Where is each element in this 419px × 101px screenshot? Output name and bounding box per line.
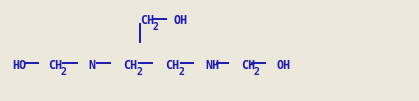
Text: 2: 2 xyxy=(61,67,67,77)
Text: CH: CH xyxy=(166,59,180,72)
Text: N: N xyxy=(88,59,95,72)
Text: 2: 2 xyxy=(253,67,259,77)
Text: NH: NH xyxy=(205,59,220,72)
Text: HO: HO xyxy=(13,59,27,72)
Text: OH: OH xyxy=(174,14,188,27)
Text: 2: 2 xyxy=(178,67,184,77)
Text: CH: CH xyxy=(140,14,155,27)
Text: CH: CH xyxy=(124,59,138,72)
Text: 2: 2 xyxy=(153,22,159,32)
Text: CH: CH xyxy=(48,59,62,72)
Text: CH: CH xyxy=(241,59,255,72)
Text: 2: 2 xyxy=(136,67,142,77)
Text: OH: OH xyxy=(277,59,291,72)
